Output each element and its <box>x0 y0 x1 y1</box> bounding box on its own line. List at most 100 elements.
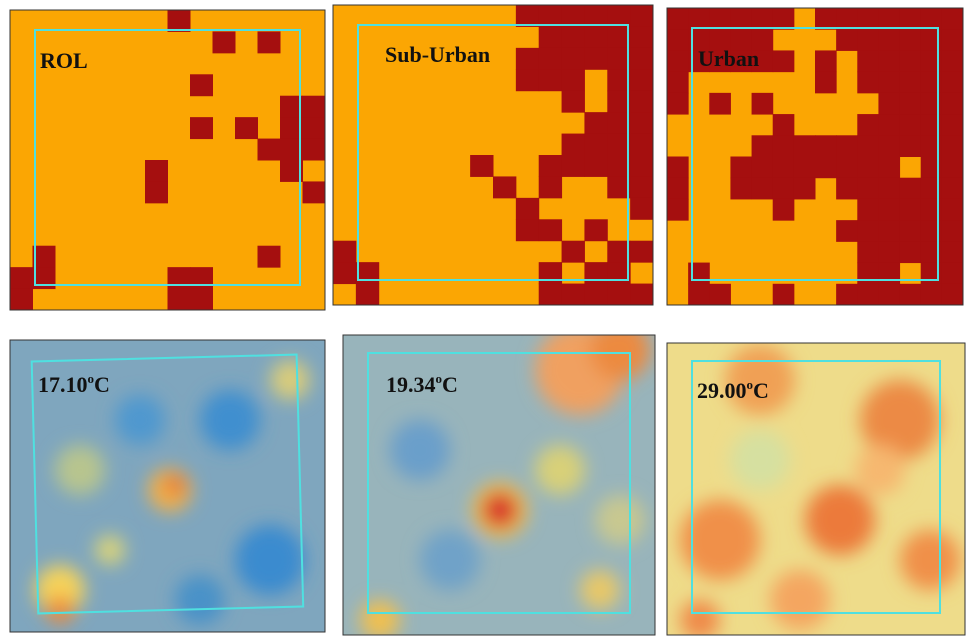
urban-cell <box>190 289 213 311</box>
urban-cell <box>836 135 858 157</box>
urban-cell <box>900 178 922 200</box>
urban-cell <box>878 114 900 136</box>
urban-cell <box>878 29 900 51</box>
urban-cell <box>857 199 879 221</box>
urban-cell <box>815 72 837 94</box>
heat-blob <box>590 320 650 380</box>
urban-cell <box>878 93 900 115</box>
temperature-label: 17.10oC <box>38 371 110 397</box>
urban-cell <box>688 8 710 30</box>
urban-cell <box>539 284 562 306</box>
urban-cell <box>900 93 922 115</box>
urban-cell <box>168 10 191 32</box>
urban-cell <box>630 176 653 198</box>
heat-blob <box>420 530 480 590</box>
urban-cell <box>942 50 964 72</box>
urban-cell <box>900 199 922 221</box>
urban-cell <box>562 284 585 306</box>
urban-cell <box>539 26 562 48</box>
urban-cell <box>584 112 607 134</box>
urban-cell <box>584 26 607 48</box>
urban-cell <box>942 157 964 179</box>
urban-cell <box>516 198 539 220</box>
urban-cell <box>562 48 585 70</box>
urban-cell <box>709 93 731 115</box>
land-cover-map <box>333 5 654 306</box>
urban-cell <box>857 8 879 30</box>
urban-cell <box>562 134 585 156</box>
urban-cell <box>773 199 795 221</box>
urban-cell <box>258 139 281 161</box>
urban-cell <box>562 5 585 27</box>
urban-cell <box>878 220 900 242</box>
panels <box>10 5 965 638</box>
urban-cell <box>942 72 964 94</box>
urban-cell <box>900 72 922 94</box>
urban-cell <box>190 74 213 96</box>
urban-cell <box>630 91 653 113</box>
urban-cell <box>667 72 689 94</box>
urban-cell <box>878 8 900 30</box>
urban-cell <box>921 157 943 179</box>
urban-cell <box>942 199 964 221</box>
urban-cell <box>516 48 539 70</box>
urban-cell <box>942 8 964 30</box>
urban-cell <box>539 155 562 177</box>
urban-cell <box>857 29 879 51</box>
urban-cell <box>921 8 943 30</box>
urban-cell <box>667 29 689 51</box>
urban-cell <box>878 199 900 221</box>
urban-cell <box>878 50 900 72</box>
urban-cell <box>921 199 943 221</box>
urban-cell <box>630 5 653 27</box>
urban-cell <box>857 241 879 263</box>
urban-cell <box>516 219 539 241</box>
urban-cell <box>836 178 858 200</box>
urban-cell <box>752 135 774 157</box>
urban-cell <box>562 155 585 177</box>
urban-cell <box>584 219 607 241</box>
urban-cell <box>857 72 879 94</box>
urban-cell <box>10 289 33 311</box>
urban-cell <box>630 134 653 156</box>
urban-cell <box>900 8 922 30</box>
urban-cell <box>942 284 964 306</box>
heat-blob <box>390 420 450 480</box>
heat-blob <box>46 596 74 624</box>
urban-cell <box>921 241 943 263</box>
heat-blob <box>235 525 305 595</box>
urban-cell <box>794 157 816 179</box>
urban-cell <box>516 5 539 27</box>
urban-cell <box>857 220 879 242</box>
urban-cell <box>516 69 539 91</box>
urban-cell <box>921 29 943 51</box>
temperature-map <box>343 320 655 638</box>
urban-cell <box>667 157 689 179</box>
urban-cell <box>942 93 964 115</box>
urban-cell <box>752 8 774 30</box>
urban-cell <box>584 284 607 306</box>
urban-cell <box>942 135 964 157</box>
urban-cell <box>630 112 653 134</box>
urban-cell <box>878 157 900 179</box>
urban-cell <box>921 220 943 242</box>
urban-cell <box>921 93 943 115</box>
urban-cell <box>836 157 858 179</box>
urban-cell <box>921 50 943 72</box>
urban-cell <box>630 48 653 70</box>
urban-cell <box>836 8 858 30</box>
urban-cell <box>333 241 356 263</box>
urban-cell <box>667 178 689 200</box>
urban-cell <box>773 114 795 136</box>
urban-cell <box>878 263 900 285</box>
urban-cell <box>539 5 562 27</box>
urban-cell <box>667 8 689 30</box>
urban-cell <box>942 241 964 263</box>
urban-cell <box>10 267 33 289</box>
urban-cell <box>607 284 630 306</box>
urban-cell <box>836 284 858 306</box>
urban-cell <box>333 262 356 284</box>
urban-cell <box>667 199 689 221</box>
temperature-label: 29.00oC <box>697 377 769 403</box>
urban-cell <box>900 29 922 51</box>
